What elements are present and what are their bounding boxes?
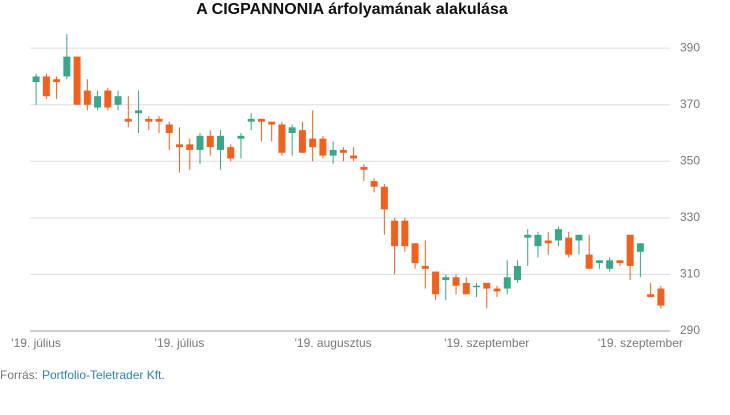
candle-body [329, 149, 337, 156]
candle-body [53, 79, 61, 83]
candle-body [135, 110, 143, 114]
candle-body [513, 265, 521, 281]
chart-title: A CIGPANNONIA árfolyamának alakulása [196, 1, 508, 18]
x-tick-label: '19. július [11, 336, 61, 350]
candle-body [616, 260, 624, 264]
candle-body [473, 285, 481, 288]
candle-body [165, 124, 173, 133]
source[interactable]: Portfolio-Teletrader Kft. [42, 368, 165, 382]
candle-body [462, 282, 470, 295]
candle-body [432, 271, 440, 295]
candle-body [534, 234, 542, 247]
candle-body [411, 243, 419, 264]
candle-body [657, 288, 665, 306]
candle-body [83, 90, 91, 105]
candle-body [339, 149, 347, 153]
candle-body [257, 118, 265, 122]
candle-body [350, 155, 358, 159]
candle-body [298, 130, 306, 153]
candle-body [237, 135, 245, 139]
candle-body [114, 96, 122, 105]
candle-body [176, 144, 184, 148]
candle-body [544, 240, 552, 244]
candle-body [647, 294, 655, 298]
candle-body [442, 277, 450, 281]
candle-body [636, 243, 644, 252]
candle-body [32, 76, 40, 83]
candle-body [380, 186, 388, 210]
candle-body [268, 121, 276, 125]
candle-body [94, 96, 102, 108]
candle-body [124, 118, 132, 122]
candle-body [360, 166, 368, 170]
candle-body [565, 237, 573, 255]
candle-body [606, 260, 614, 269]
candle-body [73, 56, 81, 105]
candle-body [186, 144, 194, 150]
x-tick-label: '19. július [155, 336, 205, 350]
candle-body [104, 90, 112, 108]
candle-body [319, 138, 327, 156]
y-tick-label: 330 [680, 210, 700, 224]
y-tick-label: 310 [680, 267, 700, 281]
candle-body [206, 135, 214, 148]
candle-body [309, 138, 317, 148]
x-tick-label: '19. szeptember [598, 336, 683, 350]
candle-body [554, 229, 562, 241]
candle-body [626, 234, 634, 266]
x-tick-label: '19. augusztus [295, 336, 372, 350]
candle-body [288, 127, 296, 133]
candle-body [595, 260, 603, 264]
candle-body [370, 181, 378, 187]
candle-body [145, 118, 153, 122]
candle-body [278, 124, 286, 153]
candle-body [196, 135, 204, 150]
candle-body [493, 288, 501, 292]
candle-body [421, 265, 429, 269]
candle-body [503, 277, 511, 289]
y-tick-label: 390 [680, 40, 700, 54]
y-tick-label: 290 [680, 323, 700, 337]
candle-body [227, 147, 235, 159]
x-tick-label: '19. szeptember [444, 336, 529, 350]
candle-body [391, 220, 399, 247]
source-label: Forrás: [0, 368, 38, 382]
y-tick-label: 370 [680, 97, 700, 111]
candle-body [216, 135, 224, 150]
candle-body [155, 118, 163, 122]
y-tick-label: 350 [680, 153, 700, 167]
candle-body [585, 254, 593, 269]
candle-body [575, 234, 583, 241]
candle-body [401, 220, 409, 247]
candle-body [524, 234, 532, 238]
candle-body [247, 118, 255, 122]
candle-body [483, 282, 491, 289]
candle-body [42, 76, 50, 97]
candle-body [63, 56, 71, 77]
candle-body [452, 277, 460, 286]
